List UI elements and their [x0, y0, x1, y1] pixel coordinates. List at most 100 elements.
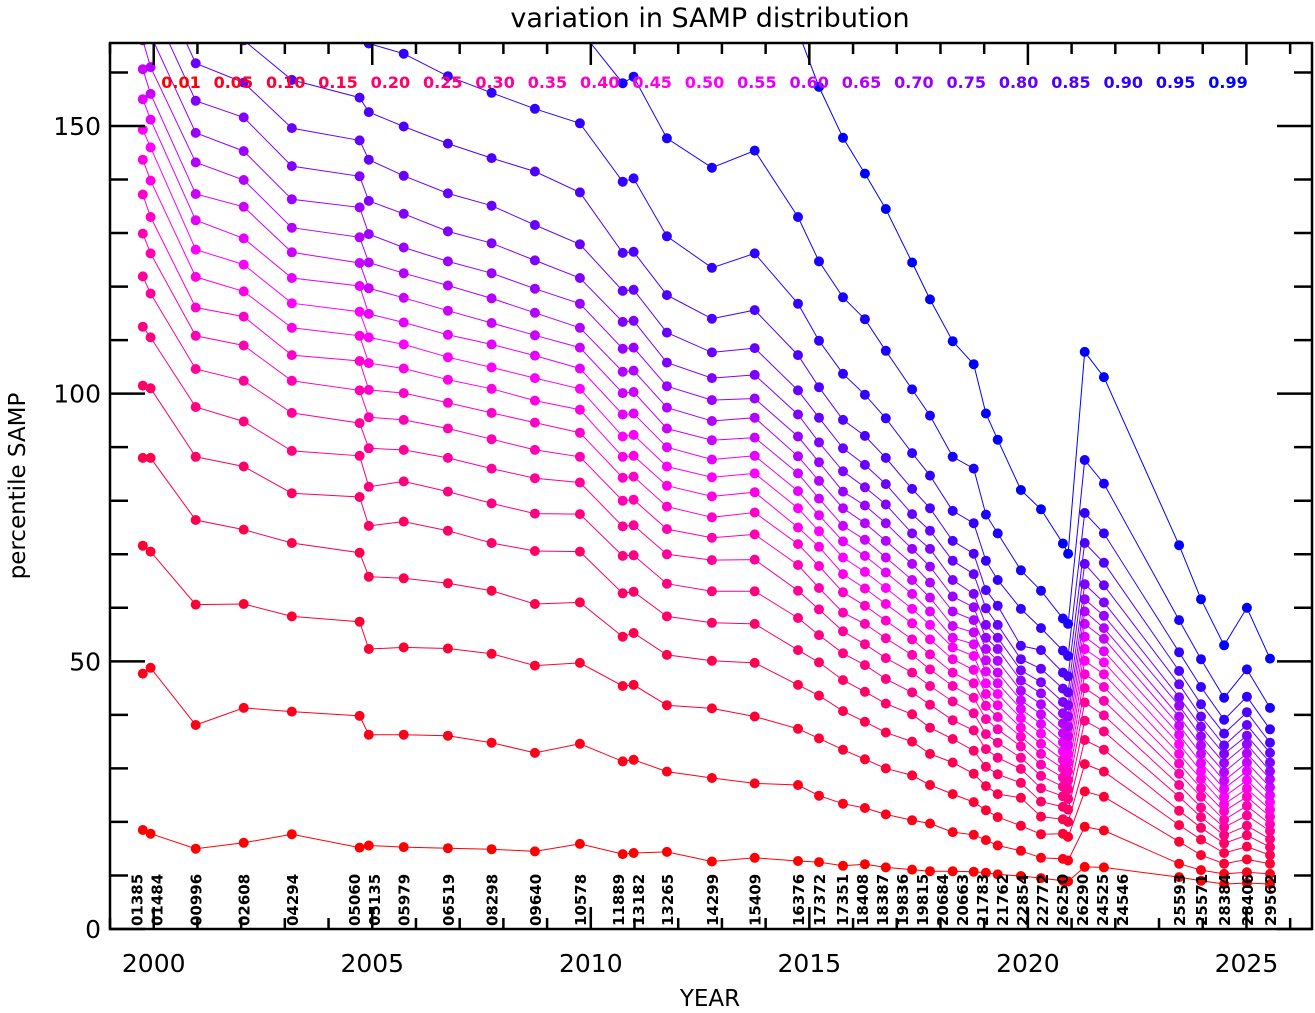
- data-point: [286, 611, 297, 622]
- data-point: [859, 583, 870, 594]
- data-point: [442, 397, 453, 408]
- series-p0.45: [137, 154, 1275, 815]
- data-point: [398, 292, 409, 303]
- data-point: [907, 815, 918, 826]
- data-point: [1219, 858, 1230, 869]
- data-point: [354, 842, 365, 853]
- data-point: [238, 77, 249, 88]
- data-point: [354, 202, 365, 213]
- data-point: [749, 412, 760, 423]
- data-point: [706, 162, 717, 173]
- data-point: [968, 797, 979, 808]
- data-point: [486, 538, 497, 548]
- data-point: [1196, 654, 1206, 665]
- data-point: [1265, 766, 1275, 777]
- data-point: [992, 678, 1003, 689]
- data-point: [1015, 792, 1026, 803]
- data-point: [992, 737, 1003, 748]
- data-point: [1063, 700, 1074, 711]
- data-point: [793, 486, 803, 497]
- observation-label: 11889: [610, 874, 628, 926]
- series-p0.80: [185, 43, 1275, 758]
- data-point: [574, 404, 585, 415]
- data-point: [1174, 791, 1185, 802]
- data-point: [398, 476, 409, 487]
- data-point: [1265, 757, 1275, 768]
- data-point: [1063, 711, 1074, 722]
- data-point: [947, 555, 958, 566]
- data-point: [628, 550, 639, 561]
- data-point: [363, 571, 374, 582]
- data-point: [1196, 758, 1206, 768]
- data-point: [661, 480, 672, 491]
- data-point: [486, 153, 497, 164]
- data-point: [486, 737, 497, 748]
- y-axis-label: percentile SAMP: [5, 392, 31, 579]
- data-point: [992, 789, 1003, 800]
- observation-label: 28384: [1216, 874, 1234, 926]
- data-point: [1063, 740, 1074, 751]
- series-p0.25: [137, 321, 1275, 845]
- data-point: [907, 528, 918, 539]
- data-point: [238, 599, 249, 609]
- observation-label: 22772: [1034, 874, 1052, 926]
- data-point: [398, 339, 409, 350]
- data-point: [992, 528, 1003, 539]
- data-point: [947, 654, 958, 665]
- data-point: [880, 518, 891, 529]
- data-point: [859, 639, 870, 650]
- data-point: [1098, 528, 1109, 539]
- data-point: [628, 246, 639, 257]
- data-point: [980, 655, 991, 666]
- data-point: [529, 307, 540, 318]
- data-point: [1174, 729, 1185, 740]
- series-p0.35: [137, 228, 1275, 830]
- data-point: [1219, 806, 1230, 817]
- plot-frame: [108, 41, 1314, 931]
- data-point: [1063, 793, 1074, 804]
- data-point: [1196, 850, 1206, 861]
- data-point: [617, 588, 628, 599]
- legend: 0.01 0.05 0.10 0.15 0.20 0.25 0.30 0.35 0.40 0.45…: [161, 73, 1247, 92]
- legend-entry: 0.30: [475, 73, 514, 92]
- data-point: [486, 463, 497, 474]
- data-point: [706, 703, 717, 714]
- data-point: [628, 173, 639, 184]
- data-point: [1063, 766, 1074, 777]
- data-point: [1265, 747, 1275, 758]
- data-point: [1219, 748, 1230, 759]
- data-point: [1098, 825, 1109, 836]
- data-point: [617, 631, 628, 642]
- data-point: [354, 492, 365, 502]
- data-point: [286, 375, 297, 386]
- data-point: [749, 369, 760, 380]
- data-point: [814, 475, 824, 486]
- data-point: [706, 512, 717, 523]
- data-point: [574, 738, 585, 749]
- data-point: [838, 552, 848, 563]
- y-tick-label: 0: [85, 915, 101, 944]
- legend-entry: 0.05: [214, 73, 253, 92]
- data-point: [286, 74, 297, 85]
- data-point: [137, 452, 148, 463]
- data-point: [925, 592, 935, 603]
- data-point: [880, 763, 891, 774]
- data-point: [617, 451, 628, 462]
- data-point: [1265, 834, 1275, 845]
- data-point: [363, 332, 374, 343]
- data-point: [1241, 810, 1252, 821]
- data-point: [706, 491, 717, 502]
- data-point: [859, 314, 870, 325]
- data-point: [749, 711, 760, 722]
- data-point: [661, 133, 672, 144]
- data-point: [137, 540, 148, 551]
- data-point: [706, 454, 717, 465]
- data-point: [1241, 830, 1252, 841]
- data-point: [145, 288, 156, 299]
- legend-entry: 0.99: [1208, 73, 1247, 92]
- data-point: [442, 226, 453, 237]
- data-point: [1036, 699, 1046, 710]
- data-point: [1036, 677, 1046, 688]
- data-point: [190, 58, 201, 69]
- data-point: [486, 407, 497, 418]
